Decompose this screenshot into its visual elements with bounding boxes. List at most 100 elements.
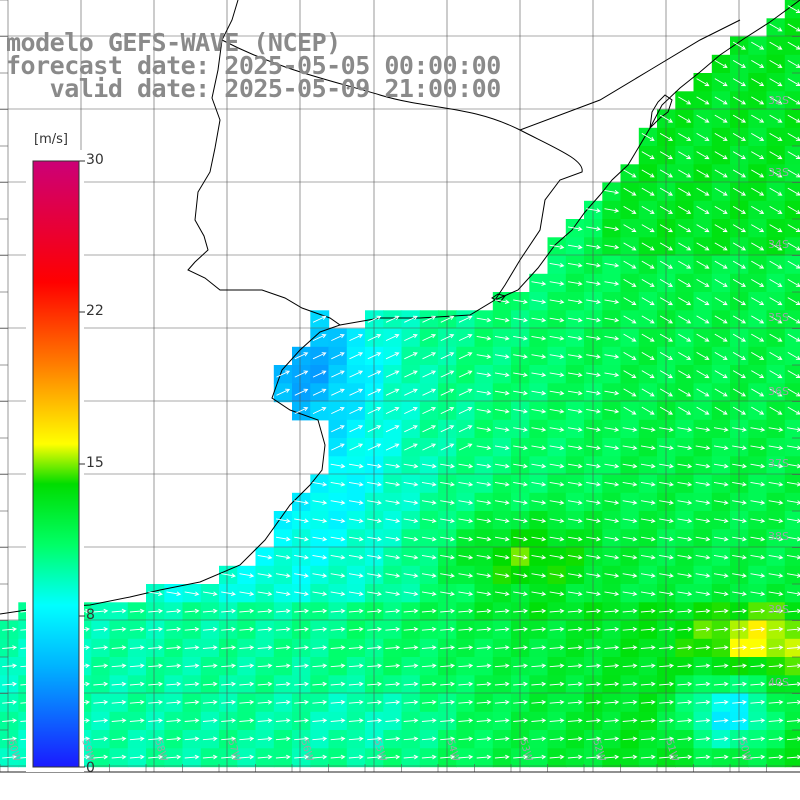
wind-arrow [586, 608, 602, 614]
wind-arrow [202, 754, 218, 760]
wind-arrow [750, 554, 766, 560]
wind-arrow [312, 333, 327, 342]
wind-arrow [239, 608, 255, 614]
wind-arrow [421, 481, 437, 487]
wind-arrow [604, 408, 620, 414]
wind-arrow [348, 591, 364, 597]
wind-arrow [93, 663, 109, 669]
wind-arrow [385, 626, 401, 632]
wind-arrow [640, 736, 656, 742]
wind-arrow [769, 260, 783, 269]
wind-arrow [403, 591, 419, 597]
wind-speed-cells [0, 0, 800, 768]
wind-arrow [549, 663, 565, 669]
wind-arrow [769, 151, 783, 160]
wind-arrow [640, 754, 656, 760]
wind-arrow [768, 518, 784, 524]
wind-arrow [695, 754, 711, 760]
wind-arrow [367, 718, 383, 723]
wind-arrow [129, 645, 145, 650]
wind-arrow [294, 518, 309, 524]
wind-arrow [330, 573, 346, 578]
wind-arrow [166, 645, 182, 650]
wind-arrow [531, 573, 547, 578]
wind-arrow [695, 500, 711, 505]
border-line [221, 39, 583, 301]
wind-arrow [678, 333, 692, 342]
wind-arrow [713, 681, 729, 687]
wind-arrow [294, 626, 310, 632]
wind-cell [784, 164, 800, 184]
wind-arrow [403, 626, 419, 632]
wind-arrow [440, 443, 455, 451]
wind-arrow [458, 500, 474, 505]
wind-arrow [348, 663, 364, 669]
lat-label: 40S [768, 676, 789, 689]
wind-arrow [111, 645, 127, 650]
wind-arrow [641, 388, 655, 397]
wind-arrow [129, 663, 145, 669]
wind-arrow [294, 554, 309, 560]
wind-arrow [294, 352, 309, 360]
wind-arrow [404, 406, 418, 415]
wind-arrow [696, 406, 710, 415]
wind-arrow [750, 736, 766, 742]
wind-arrow [239, 645, 255, 650]
wind-arrow [531, 500, 547, 505]
wind-cell [328, 346, 348, 366]
wind-arrow [330, 554, 346, 560]
wind-arrow [385, 315, 400, 323]
wind-arrow [549, 427, 565, 432]
lat-label: 38S [768, 530, 789, 543]
wind-arrow [294, 681, 310, 687]
wind-arrow [2, 681, 18, 687]
wind-arrow [421, 463, 437, 469]
wind-arrow [422, 370, 437, 378]
wind-arrow [476, 681, 492, 687]
wind-arrow [531, 463, 547, 469]
wind-arrow [567, 481, 583, 487]
wind-arrow [695, 699, 711, 705]
wind-arrow [385, 699, 401, 705]
wind-cell [784, 219, 800, 238]
wind-arrow [403, 500, 419, 505]
wind-arrow [732, 169, 747, 178]
wind-arrow [239, 681, 255, 687]
wind-arrow [440, 736, 456, 742]
wind-arrow [549, 518, 565, 524]
wind-arrow [513, 608, 529, 614]
wind-arrow [659, 151, 674, 160]
lat-label: 34S [768, 238, 789, 251]
wind-arrow [330, 518, 346, 524]
wind-arrow [257, 626, 273, 632]
wind-arrow [768, 699, 784, 705]
wind-arrow [549, 481, 565, 487]
wind-arrow [166, 681, 182, 687]
wind-arrow [294, 699, 310, 705]
wind-arrow [403, 463, 419, 469]
wind-arrow [111, 699, 127, 705]
wind-arrow [202, 591, 218, 597]
wind-arrow [458, 754, 474, 760]
wind-arrow [768, 626, 784, 632]
colorbar-tick-8: 8 [86, 607, 95, 623]
wind-cell [784, 182, 800, 202]
wind-cell [401, 383, 421, 403]
wind-arrow [440, 608, 456, 614]
wind-cell [784, 237, 800, 257]
wind-arrow [768, 645, 784, 650]
wind-arrow [148, 626, 164, 632]
wind-arrow [275, 554, 291, 560]
wind-arrow [768, 463, 784, 469]
wind-arrow [678, 297, 692, 306]
wind-arrow [549, 591, 565, 597]
wind-arrow [677, 500, 693, 505]
wind-arrow [713, 736, 729, 742]
wind-arrow [403, 645, 419, 650]
wind-arrow [641, 279, 655, 287]
wind-cell [784, 456, 800, 476]
wind-arrow [404, 370, 418, 378]
wind-arrow [312, 518, 328, 524]
wind-arrow [732, 78, 747, 87]
wind-arrow [751, 206, 765, 214]
